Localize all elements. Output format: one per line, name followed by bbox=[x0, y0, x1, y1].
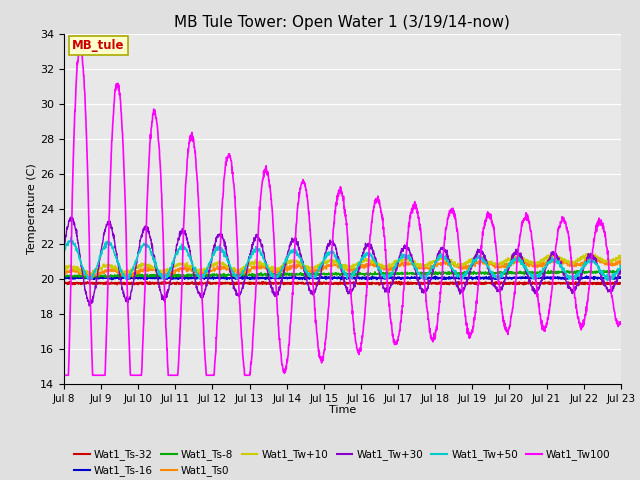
Wat1_Ts-16 bbox=[358, 274, 366, 280]
Wat1_Ts-8 bbox=[584, 270, 591, 276]
Wat1_Ts-32 bbox=[60, 280, 68, 286]
Wat1_Tw+30 bbox=[216, 231, 223, 237]
Wat1_Tw+50 bbox=[568, 274, 575, 280]
Wat1_Ts-32 bbox=[505, 280, 513, 286]
Y-axis label: Temperature (C): Temperature (C) bbox=[28, 163, 37, 254]
Wat1_Tw+30 bbox=[371, 257, 379, 263]
Wat1_Ts-16 bbox=[371, 275, 378, 281]
X-axis label: Time: Time bbox=[329, 405, 356, 415]
Wat1_Ts-8 bbox=[359, 271, 367, 277]
Title: MB Tule Tower: Open Water 1 (3/19/14-now): MB Tule Tower: Open Water 1 (3/19/14-now… bbox=[175, 15, 510, 30]
Wat1_Tw+30 bbox=[85, 303, 93, 309]
Wat1_Ts-8 bbox=[617, 269, 625, 275]
Wat1_Tw+10 bbox=[359, 260, 367, 265]
Wat1_Ts-8 bbox=[60, 273, 68, 278]
Wat1_Ts0 bbox=[371, 262, 379, 267]
Wat1_Ts-8 bbox=[568, 269, 575, 275]
Legend: Wat1_Ts-32, Wat1_Ts-16, Wat1_Ts-8, Wat1_Ts0, Wat1_Tw+10, Wat1_Tw+30, Wat1_Tw+50,: Wat1_Ts-32, Wat1_Ts-16, Wat1_Ts-8, Wat1_… bbox=[70, 445, 615, 480]
Wat1_Tw+50 bbox=[617, 265, 625, 271]
Wat1_Ts-32 bbox=[359, 281, 367, 287]
Wat1_Ts0 bbox=[87, 275, 95, 280]
Wat1_Ts-32 bbox=[568, 279, 576, 285]
Wat1_Ts-16 bbox=[504, 275, 512, 281]
Line: Wat1_Ts-8: Wat1_Ts-8 bbox=[64, 270, 621, 278]
Wat1_Ts-8 bbox=[371, 270, 379, 276]
Line: Wat1_Ts0: Wat1_Ts0 bbox=[64, 258, 621, 277]
Wat1_Tw+10 bbox=[568, 262, 575, 267]
Wat1_Tw+10 bbox=[371, 260, 379, 265]
Line: Wat1_Ts-16: Wat1_Ts-16 bbox=[64, 276, 621, 280]
Wat1_Tw+10 bbox=[504, 257, 512, 263]
Wat1_Tw+50 bbox=[371, 258, 379, 264]
Wat1_Ts-32 bbox=[584, 281, 591, 287]
Line: Wat1_Tw+30: Wat1_Tw+30 bbox=[64, 216, 621, 306]
Wat1_Ts-8 bbox=[614, 267, 622, 273]
Wat1_Tw+50 bbox=[504, 263, 512, 269]
Wat1_Ts-8 bbox=[81, 276, 89, 281]
Wat1_Ts0 bbox=[588, 255, 596, 261]
Wat1_Ts0 bbox=[504, 262, 512, 268]
Wat1_Tw100 bbox=[568, 263, 575, 268]
Wat1_Ts-16 bbox=[568, 275, 575, 280]
Wat1_Tw+10 bbox=[588, 251, 596, 256]
Wat1_Tw+30 bbox=[584, 255, 591, 261]
Wat1_Tw100 bbox=[216, 274, 223, 280]
Wat1_Tw+50 bbox=[584, 259, 591, 265]
Wat1_Tw+50 bbox=[67, 234, 75, 240]
Wat1_Ts-32 bbox=[617, 281, 625, 287]
Wat1_Tw+10 bbox=[85, 272, 93, 278]
Line: Wat1_Tw100: Wat1_Tw100 bbox=[64, 45, 621, 375]
Wat1_Ts-16 bbox=[604, 277, 612, 283]
Wat1_Tw+30 bbox=[505, 264, 513, 270]
Wat1_Ts0 bbox=[359, 265, 367, 271]
Wat1_Ts0 bbox=[60, 272, 68, 278]
Wat1_Tw+10 bbox=[60, 265, 68, 271]
Wat1_Tw100 bbox=[359, 334, 367, 339]
Wat1_Tw+30 bbox=[60, 247, 68, 253]
Wat1_Ts-16 bbox=[60, 275, 68, 281]
Wat1_Ts-16 bbox=[617, 274, 625, 280]
Wat1_Tw+50 bbox=[604, 278, 611, 284]
Wat1_Ts0 bbox=[216, 265, 223, 271]
Line: Wat1_Tw+10: Wat1_Tw+10 bbox=[64, 253, 621, 275]
Wat1_Tw+30 bbox=[359, 255, 367, 261]
Wat1_Ts-8 bbox=[216, 272, 223, 278]
Wat1_Tw100 bbox=[504, 328, 512, 334]
Wat1_Tw100 bbox=[76, 42, 84, 48]
Wat1_Tw100 bbox=[371, 197, 379, 203]
Line: Wat1_Ts-32: Wat1_Ts-32 bbox=[64, 281, 621, 285]
Wat1_Tw100 bbox=[584, 301, 591, 307]
Wat1_Ts0 bbox=[584, 259, 591, 264]
Wat1_Tw+30 bbox=[568, 290, 576, 296]
Wat1_Tw100 bbox=[617, 319, 625, 325]
Wat1_Tw+10 bbox=[216, 261, 223, 266]
Wat1_Ts-32 bbox=[161, 278, 169, 284]
Wat1_Ts0 bbox=[568, 261, 575, 266]
Text: MB_tule: MB_tule bbox=[72, 39, 125, 52]
Wat1_Tw+10 bbox=[584, 252, 591, 257]
Wat1_Tw100 bbox=[60, 372, 68, 378]
Wat1_Ts0 bbox=[617, 256, 625, 262]
Wat1_Tw+50 bbox=[359, 255, 367, 261]
Wat1_Ts-32 bbox=[216, 280, 223, 286]
Wat1_Tw+50 bbox=[60, 248, 68, 254]
Wat1_Ts-16 bbox=[216, 275, 223, 281]
Wat1_Ts-32 bbox=[371, 280, 379, 286]
Wat1_Ts-16 bbox=[584, 275, 591, 281]
Wat1_Ts-32 bbox=[474, 282, 481, 288]
Wat1_Tw+30 bbox=[617, 269, 625, 275]
Wat1_Tw+50 bbox=[216, 244, 223, 250]
Wat1_Tw+30 bbox=[68, 214, 76, 219]
Wat1_Ts-8 bbox=[504, 271, 512, 276]
Wat1_Ts-16 bbox=[582, 273, 590, 279]
Wat1_Tw+10 bbox=[617, 252, 625, 258]
Line: Wat1_Tw+50: Wat1_Tw+50 bbox=[64, 237, 621, 281]
